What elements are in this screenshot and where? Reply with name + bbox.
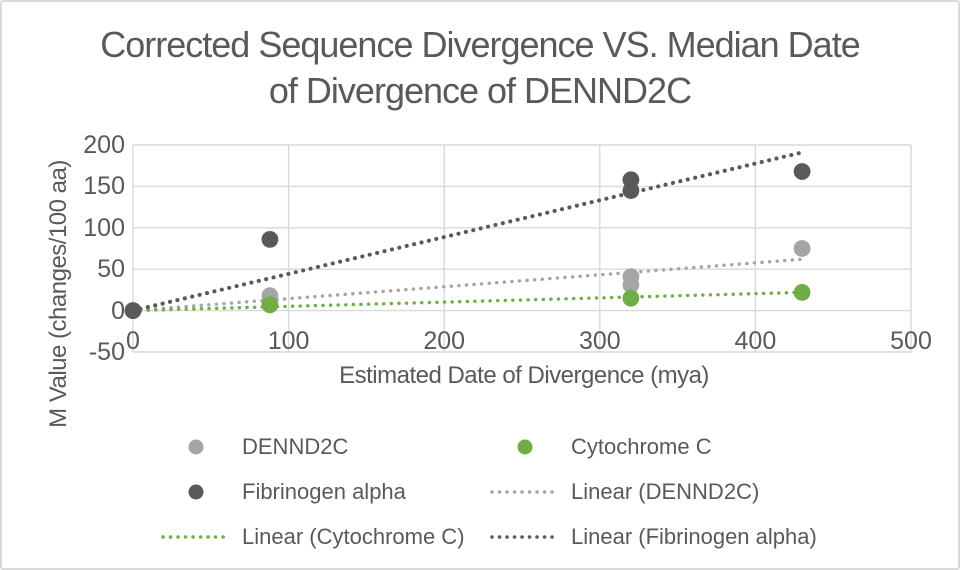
point-dennd2c	[793, 240, 811, 257]
x-tick-label: 500	[890, 327, 932, 355]
x-tick-label: 400	[734, 327, 777, 355]
chart-title-line1: Corrected Sequence Divergence VS. Median…	[100, 24, 860, 65]
legend-marker-dot	[160, 483, 232, 501]
x-tick-label: 200	[423, 327, 466, 355]
legend-label-cytochrome-c: Cytochrome C	[571, 433, 712, 459]
y-tick-label: 150	[83, 172, 125, 201]
legend-dot-icon	[188, 439, 204, 454]
legend-marker-dotted-line	[489, 528, 561, 546]
x-tick-label: 100	[267, 327, 310, 355]
legend-label-linear-fibrinogen-alpha-: Linear (Fibrinogen alpha)	[571, 523, 817, 549]
legend-dot-icon	[188, 484, 204, 499]
trendline-linear-dennd2c-	[131, 257, 804, 313]
chart-legend: DENND2C Cytochrome C Fibrinogen alpha Linea…	[160, 424, 817, 559]
point-cytochrome-c	[793, 283, 811, 301]
y-tick-label: 100	[83, 213, 125, 242]
x-tick-label: 300	[578, 327, 621, 355]
y-tick-label: 200	[83, 131, 125, 159]
legend-marker-dot	[489, 438, 561, 456]
x-axis-title: Estimated Date of Divergence (mya)	[339, 362, 709, 389]
legend-marker-dot	[160, 438, 232, 456]
point-fibrinogen-alpha	[124, 302, 142, 319]
point-fibrinogen-alpha	[261, 230, 279, 248]
point-fibrinogen-alpha	[793, 163, 811, 180]
legend-dot-icon	[517, 439, 533, 454]
y-tick-label: 0	[111, 296, 125, 325]
point-cytochrome-c	[622, 289, 640, 307]
legend-label-dennd2c: DENND2C	[242, 433, 349, 459]
y-tick-label: -50	[88, 338, 125, 366]
legend-marker-dotted-line	[489, 483, 561, 501]
legend-label-linear-dennd2c-: Linear (DENND2C)	[571, 478, 760, 504]
legend-label-linear-cytochrome-c-: Linear (Cytochrome C)	[242, 523, 465, 549]
chart-title: Corrected Sequence Divergence VS. Median…	[2, 22, 958, 114]
y-axis-title: M Value (changes/100 aa)	[45, 160, 72, 428]
legend-label-fibrinogen-alpha: Fibrinogen alpha	[242, 478, 406, 504]
chart-title-line2: of Divergence of DENND2C	[268, 70, 692, 111]
trendline-linear-fibrinogen-alpha-	[131, 150, 805, 313]
x-tick-label: 0	[126, 327, 140, 355]
point-dennd2c	[622, 268, 640, 286]
legend-marker-dotted-line	[160, 528, 232, 546]
point-fibrinogen-alpha	[622, 171, 640, 189]
point-cytochrome-c	[261, 296, 279, 314]
y-tick-label: 50	[97, 255, 125, 284]
trendline-linear-cytochrome-c-	[131, 290, 804, 313]
